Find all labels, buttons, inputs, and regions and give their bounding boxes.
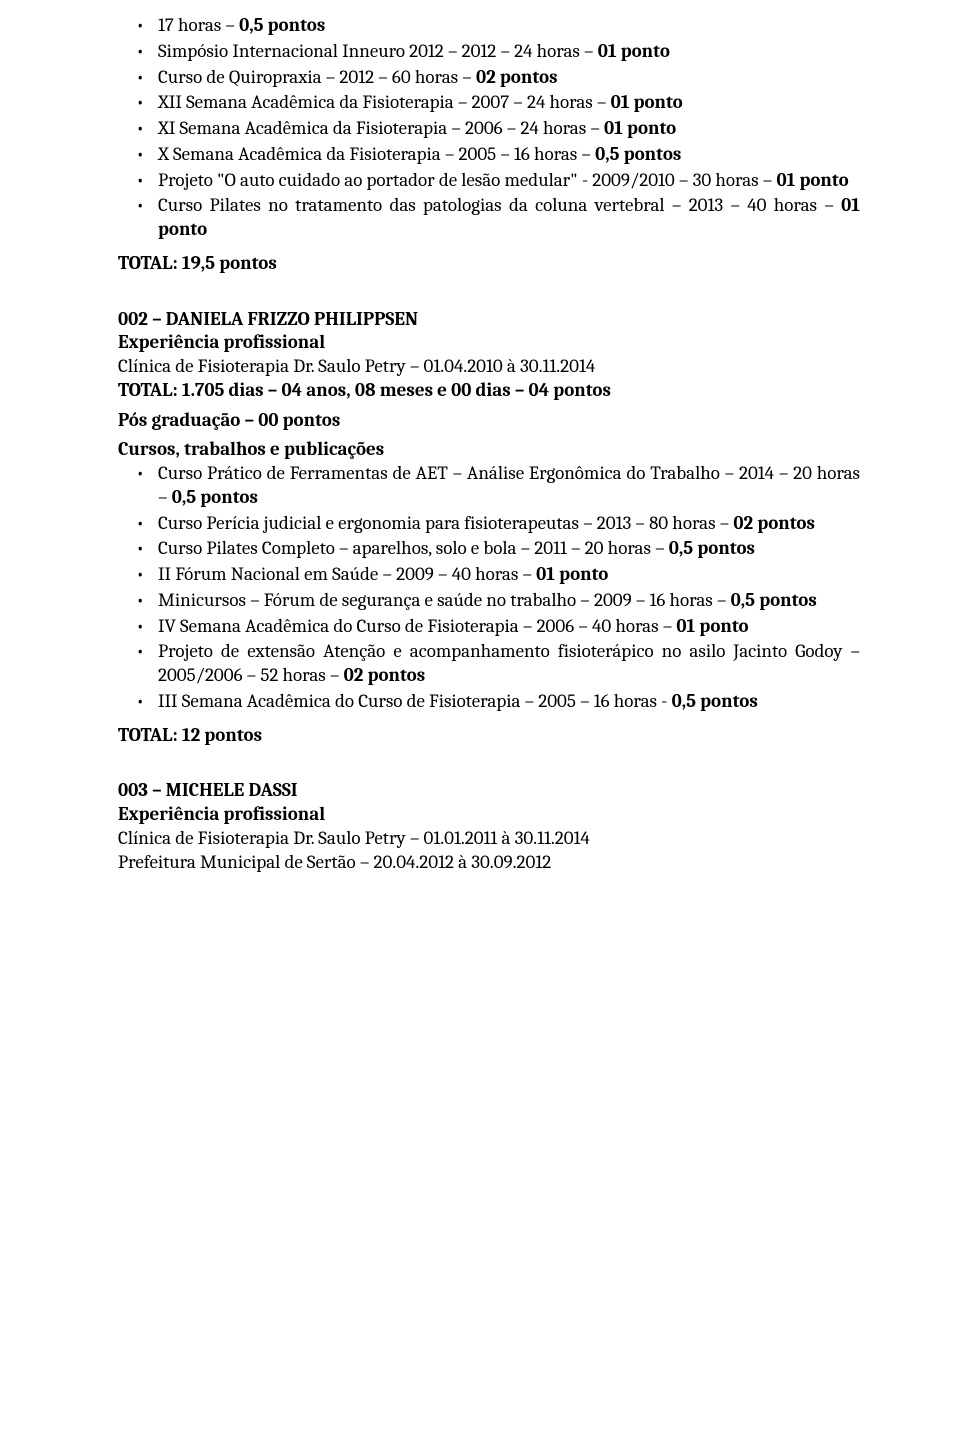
list-item-points: 0,5 pontos (731, 589, 817, 611)
total-1: TOTAL: 19,5 pontos (118, 252, 860, 276)
cand002-bullet-list: Curso Prático de Ferramentas de AET – An… (118, 462, 860, 714)
list-item: Curso Prático de Ferramentas de AET – An… (118, 462, 860, 510)
list-item-text: 17 horas – (158, 14, 239, 36)
list-item: XI Semana Acadêmica da Fisioterapia – 20… (118, 117, 860, 141)
list-item-points: 0,5 pontos (239, 14, 325, 36)
list-item-points: 01 ponto (776, 169, 848, 191)
cand002-exp-label: Experiência profissional (118, 331, 860, 355)
list-item: Projeto de extensão Atenção e acompanham… (118, 640, 860, 688)
list-item-text: Curso Perícia judicial e ergonomia para … (158, 512, 733, 534)
cand002-total: TOTAL: 12 pontos (118, 724, 860, 748)
list-item-text: X Semana Acadêmica da Fisioterapia – 200… (158, 143, 595, 165)
list-item-points: 01 ponto (676, 615, 748, 637)
list-item-text: Curso Pilates no tratamento das patologi… (158, 194, 841, 216)
list-item: Simpósio Internacional Inneuro 2012 – 20… (118, 40, 860, 64)
intro-bullet-list: 17 horas – 0,5 pontosSimpósio Internacio… (118, 14, 860, 242)
list-item-points: 01 ponto (598, 40, 670, 62)
cand002-cursos-label: Cursos, trabalhos e publicações (118, 438, 860, 462)
list-item: Projeto "O auto cuidado ao portador de l… (118, 169, 860, 193)
list-item-points: 01 ponto (604, 117, 676, 139)
list-item-text: XI Semana Acadêmica da Fisioterapia – 20… (158, 117, 604, 139)
list-item-text: Curso de Quiropraxia – 2012 – 60 horas – (158, 66, 476, 88)
cand003-title: 003 – MICHELE DASSI (118, 779, 860, 803)
cand002-posgrad: Pós graduação – 00 pontos (118, 409, 860, 433)
list-item-points: 02 pontos (476, 66, 558, 88)
cand003-exp-label: Experiência profissional (118, 803, 860, 827)
list-item-points: 0,5 pontos (669, 537, 755, 559)
list-item-points: 01 ponto (611, 91, 683, 113)
list-item-text: XII Semana Acadêmica da Fisioterapia – 2… (158, 91, 611, 113)
cand003-line2: Prefeitura Municipal de Sertão – 20.04.2… (118, 851, 860, 875)
list-item: Minicursos – Fórum de segurança e saúde … (118, 589, 860, 613)
list-item: IV Semana Acadêmica do Curso de Fisioter… (118, 615, 860, 639)
list-item: Curso Pilates Completo – aparelhos, solo… (118, 537, 860, 561)
list-item-points: 0,5 pontos (172, 486, 258, 508)
cand002-exp-line: Clínica de Fisioterapia Dr. Saulo Petry … (118, 355, 860, 379)
list-item-text: Projeto "O auto cuidado ao portador de l… (158, 169, 776, 191)
list-item-points: 0,5 pontos (672, 690, 758, 712)
list-item-text: Simpósio Internacional Inneuro 2012 – 20… (158, 40, 598, 62)
list-item: II Fórum Nacional em Saúde – 2009 – 40 h… (118, 563, 860, 587)
list-item: Curso de Quiropraxia – 2012 – 60 horas –… (118, 66, 860, 90)
list-item: Curso Pilates no tratamento das patologi… (118, 194, 860, 242)
list-item: X Semana Acadêmica da Fisioterapia – 200… (118, 143, 860, 167)
list-item-text: Minicursos – Fórum de segurança e saúde … (158, 589, 731, 611)
document-page: 17 horas – 0,5 pontosSimpósio Internacio… (0, 0, 960, 904)
list-item-points: 0,5 pontos (595, 143, 681, 165)
list-item-text: Curso Prático de Ferramentas de AET – An… (158, 462, 860, 508)
list-item-text: Curso Pilates Completo – aparelhos, solo… (158, 537, 669, 559)
list-item-text: Projeto de extensão Atenção e acompanham… (158, 640, 860, 686)
list-item-text: IV Semana Acadêmica do Curso de Fisioter… (158, 615, 676, 637)
list-item-text: II Fórum Nacional em Saúde – 2009 – 40 h… (158, 563, 536, 585)
list-item: Curso Perícia judicial e ergonomia para … (118, 512, 860, 536)
list-item: III Semana Acadêmica do Curso de Fisiote… (118, 690, 860, 714)
list-item: 17 horas – 0,5 pontos (118, 14, 860, 38)
list-item-points: 02 pontos (344, 664, 426, 686)
list-item-points: 01 ponto (536, 563, 608, 585)
list-item-text: III Semana Acadêmica do Curso de Fisiote… (158, 690, 672, 712)
list-item: XII Semana Acadêmica da Fisioterapia – 2… (118, 91, 860, 115)
cand003-line1: Clínica de Fisioterapia Dr. Saulo Petry … (118, 827, 860, 851)
cand002-total-days: TOTAL: 1.705 dias – 04 anos, 08 meses e … (118, 379, 860, 403)
list-item-points: 02 pontos (733, 512, 815, 534)
cand002-title: 002 – DANIELA FRIZZO PHILIPPSEN (118, 308, 860, 332)
